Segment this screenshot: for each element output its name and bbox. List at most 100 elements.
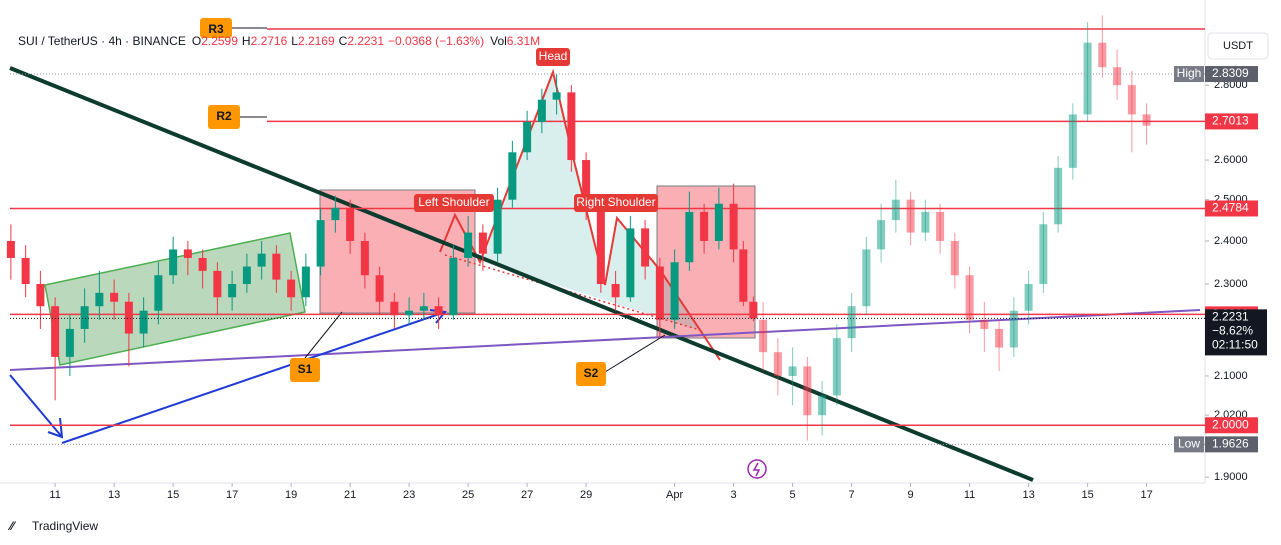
- candle-body: [346, 207, 355, 241]
- x-tick-label: 23: [403, 489, 415, 501]
- candle-body: [375, 275, 384, 302]
- ohlc-key: H: [242, 34, 251, 48]
- x-tick-label: 13: [1022, 489, 1034, 501]
- candle-body: [537, 99, 546, 122]
- candle-body: [95, 292, 104, 307]
- candle-body: [685, 211, 694, 263]
- candle-body: [936, 211, 945, 241]
- x-tick-label: 17: [1140, 489, 1152, 501]
- candle-body: [6, 240, 15, 258]
- candle-body: [611, 283, 620, 298]
- level-label-box: [1205, 200, 1258, 217]
- x-tick-label: 11: [964, 489, 975, 501]
- x-tick-label: 5: [790, 489, 796, 501]
- label-box: [200, 18, 232, 38]
- candle-body: [508, 152, 517, 200]
- x-tick-label: 27: [521, 489, 533, 501]
- x-tick-label: 13: [108, 489, 120, 501]
- label-right-shoulder: Right Shoulder: [576, 195, 655, 209]
- candle-body: [906, 199, 915, 233]
- x-tick-label: 15: [1081, 489, 1093, 501]
- label-box: [574, 194, 658, 212]
- last-change: −8.62%: [1212, 324, 1253, 338]
- ohlc-value: 2.2169: [298, 34, 335, 48]
- candle-body: [714, 203, 723, 241]
- candle-body: [493, 199, 502, 254]
- axes: 11 13 15 17 19 21 23 25 27 29 Apr 3 5 7 9 11 13 15 17 2.800…: [49, 66, 1267, 501]
- candle-body: [523, 121, 532, 153]
- candle-body: [65, 328, 74, 357]
- countdown: 02:11:50: [1212, 338, 1258, 352]
- high-value: 2.8309: [1212, 66, 1249, 80]
- label-box: [536, 48, 570, 66]
- label-box: [208, 105, 240, 129]
- candle-body: [1054, 167, 1063, 225]
- last-price: 2.2231: [1212, 310, 1249, 324]
- candle-body: [950, 240, 959, 276]
- x-tick-label: 17: [226, 489, 238, 501]
- candle-body: [272, 253, 281, 280]
- x-tick-label: 21: [344, 489, 356, 501]
- candle-body: [419, 306, 428, 311]
- event-icon[interactable]: [747, 459, 767, 479]
- candle-body: [1127, 85, 1136, 115]
- candle-body: [316, 220, 325, 267]
- candle-body: [360, 240, 369, 276]
- arrow-head: [47, 417, 64, 439]
- low-value-box: [1205, 436, 1258, 453]
- candle-body: [596, 207, 605, 284]
- ohlc-key: O: [192, 34, 201, 48]
- label-r2: R2: [216, 109, 232, 123]
- candle-body: [788, 366, 797, 376]
- x-tick-label: 7: [849, 489, 855, 501]
- candle-body: [464, 232, 473, 258]
- x-tick-label: 29: [580, 489, 592, 501]
- vol-value: 6.31M: [507, 34, 540, 48]
- low-value: 1.9626: [1212, 437, 1249, 451]
- candle-body: [729, 203, 738, 250]
- pattern-fill: [445, 72, 700, 330]
- last-price-box: [1205, 309, 1267, 356]
- candle-body: [1083, 42, 1092, 115]
- brand-logo: ⁄⁄: [7, 519, 17, 533]
- candle-body: [1068, 114, 1077, 168]
- arrow: [9, 374, 63, 438]
- label-left-shoulder: Left Shoulder: [418, 195, 489, 209]
- y-tick-label: 2.1000: [1214, 370, 1248, 382]
- change: −0.0368 (−1.63%): [388, 34, 484, 48]
- candle-body: [36, 283, 45, 307]
- candle-body: [21, 257, 30, 284]
- label-s1: S1: [298, 362, 313, 376]
- candle-body: [670, 262, 679, 320]
- x-tick-label: Apr: [666, 489, 683, 501]
- x-tick-label: 15: [167, 489, 179, 501]
- header: SUI / TetherUS · 4h · BINANCE O 2.2599 H 2.2…: [18, 34, 540, 48]
- candle-body: [242, 266, 251, 284]
- candle-body: [862, 249, 871, 307]
- event-icon-bolt: [752, 462, 761, 477]
- candle-body: [478, 232, 487, 254]
- x-tick-label: 19: [285, 489, 297, 501]
- y-tick-label: 2.8000: [1214, 79, 1248, 91]
- label-box: [576, 362, 606, 386]
- candle-body: [626, 228, 635, 298]
- label-box: [290, 358, 320, 382]
- level-label-box: [1205, 113, 1258, 130]
- candle-body: [818, 395, 827, 416]
- candle-body: [891, 199, 900, 221]
- candle-body: [739, 249, 748, 302]
- candle-body: [51, 306, 60, 357]
- candle-body: [773, 352, 782, 376]
- candle-body: [405, 310, 414, 316]
- y-tick-label: 2.6000: [1214, 154, 1248, 166]
- y-tick-label: 1.9000: [1214, 471, 1248, 483]
- high-name: High: [1177, 66, 1202, 80]
- level-label-box: [1205, 417, 1258, 434]
- candle-body: [1009, 310, 1018, 348]
- x-tick-label: 25: [462, 489, 474, 501]
- candle-body: [139, 310, 148, 334]
- currency-button[interactable]: [1207, 32, 1269, 60]
- ohlc-key: C: [339, 34, 348, 48]
- callout-line: [604, 334, 666, 373]
